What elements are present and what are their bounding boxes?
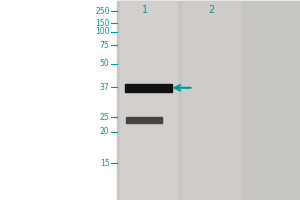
Bar (117, 1, 298, 199)
Text: 50: 50 (100, 60, 110, 68)
Text: 2: 2 (208, 5, 214, 15)
Text: 25: 25 (100, 112, 110, 121)
Bar (183, 1, 240, 199)
Text: 250: 250 (95, 6, 109, 16)
Text: 100: 100 (95, 27, 109, 36)
Bar (0, 0, 117, 200)
Text: 20: 20 (100, 128, 110, 136)
Text: 75: 75 (100, 40, 110, 49)
Bar (125, 84, 172, 92)
Text: 37: 37 (100, 83, 110, 92)
Text: 1: 1 (142, 5, 148, 15)
Bar (126, 117, 162, 123)
Text: 150: 150 (95, 19, 109, 27)
Text: 15: 15 (100, 158, 110, 168)
Bar (120, 1, 177, 199)
